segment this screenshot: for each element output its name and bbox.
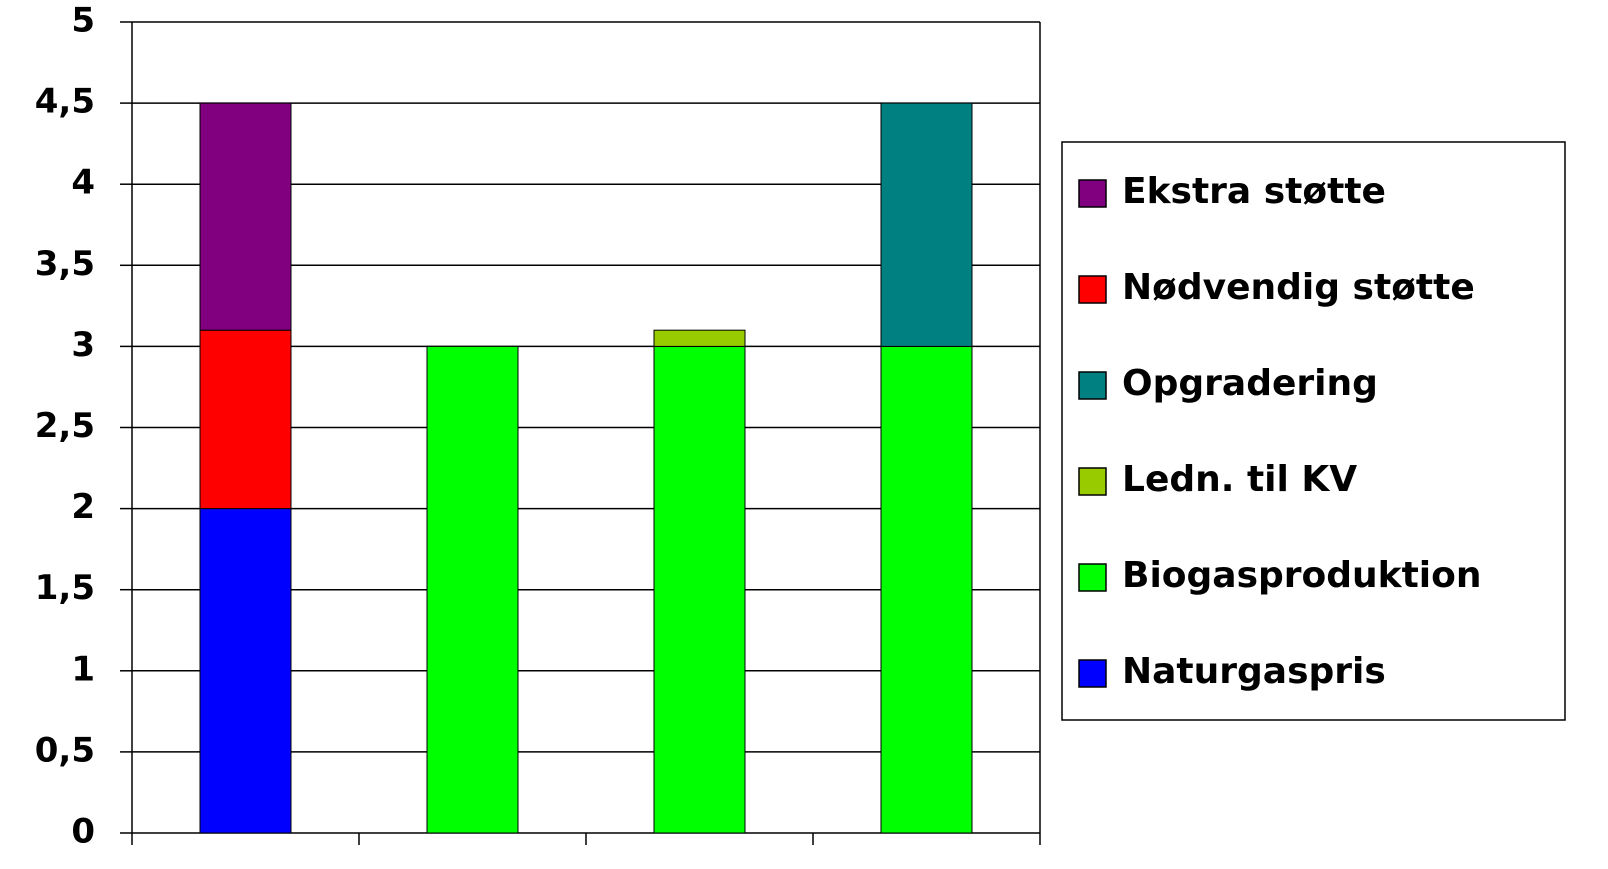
y-tick-label: 2,5	[35, 406, 95, 446]
legend-swatch	[1078, 371, 1107, 400]
bar-segment	[199, 102, 292, 331]
bar-segment	[653, 329, 746, 347]
legend-swatch	[1078, 179, 1107, 208]
legend-swatch	[1078, 563, 1107, 592]
y-tick-label: 4	[71, 163, 95, 203]
y-tick-label: 3	[71, 325, 95, 365]
legend-label: Naturgaspris	[1122, 651, 1386, 692]
legend-label: Ekstra støtte	[1122, 171, 1386, 212]
legend-swatch	[1078, 467, 1107, 496]
y-tick-label: 4,5	[35, 82, 95, 122]
legend-label: Ledn. til KV	[1122, 459, 1357, 500]
legend-swatch	[1078, 275, 1107, 304]
y-tick-label: 3,5	[35, 244, 95, 284]
bar-segment	[880, 345, 973, 834]
bar-segment	[426, 345, 519, 834]
legend-label: Nødvendig støtte	[1122, 267, 1475, 308]
legend-box	[1061, 141, 1566, 721]
bar-segment	[880, 102, 973, 347]
bar-segment	[199, 508, 292, 834]
legend-swatch	[1078, 659, 1107, 688]
y-tick-label: 0,5	[35, 730, 95, 770]
bar-segment	[653, 345, 746, 834]
y-tick-label: 1,5	[35, 568, 95, 608]
y-tick-label: 2	[71, 487, 95, 527]
legend-label: Opgradering	[1122, 363, 1378, 404]
y-tick-label: 5	[71, 1, 95, 41]
legend-label: Biogasproduktion	[1122, 555, 1482, 596]
y-tick-label: 0	[71, 812, 95, 852]
y-tick-label: 1	[71, 649, 95, 689]
bar-segment	[199, 329, 292, 510]
